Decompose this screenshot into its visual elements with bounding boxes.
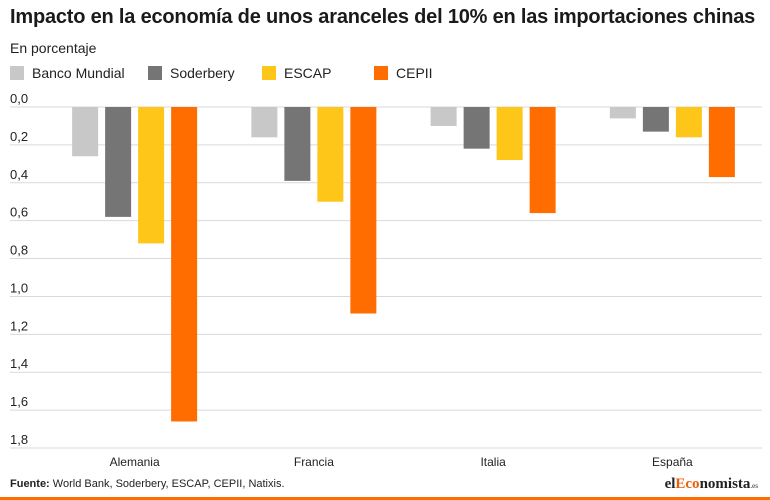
legend-item: ESCAP bbox=[262, 63, 331, 83]
chart-subtitle: En porcentaje bbox=[10, 40, 97, 56]
legend-swatch bbox=[10, 66, 24, 80]
bar bbox=[529, 107, 556, 214]
bar bbox=[171, 107, 198, 422]
bar bbox=[350, 107, 377, 314]
brand-bar bbox=[0, 497, 770, 500]
y-tick-label: 0,4 bbox=[10, 167, 28, 182]
bar bbox=[72, 107, 99, 157]
bar bbox=[463, 107, 490, 149]
legend-swatch bbox=[374, 66, 388, 80]
source-text: World Bank, Soderbery, ESCAP, CEPII, Nat… bbox=[52, 478, 285, 490]
y-tick-label: 1,0 bbox=[10, 280, 28, 295]
bar bbox=[284, 107, 311, 181]
y-tick-label: 1,6 bbox=[10, 394, 28, 409]
bar bbox=[138, 107, 165, 244]
legend-swatch bbox=[262, 66, 276, 80]
bar bbox=[675, 107, 702, 138]
chart-title: Impacto en la economía de unos aranceles… bbox=[10, 6, 756, 28]
bar bbox=[105, 107, 132, 217]
brand-logo: elEconomista.es bbox=[664, 476, 758, 492]
legend-item: CEPII bbox=[374, 63, 433, 83]
bar bbox=[430, 107, 457, 126]
x-tick-label: Francia bbox=[294, 455, 334, 469]
legend-item: Soderbery bbox=[148, 63, 235, 83]
bar bbox=[642, 107, 669, 132]
legend-label: Soderbery bbox=[170, 65, 235, 81]
x-tick-label: España bbox=[652, 455, 693, 469]
x-tick-label: Alemania bbox=[110, 455, 160, 469]
legend-label: Banco Mundial bbox=[32, 65, 125, 81]
legend-label: CEPII bbox=[396, 65, 433, 81]
source-label: Fuente: bbox=[10, 478, 50, 490]
y-tick-label: 1,4 bbox=[10, 356, 28, 371]
bar bbox=[251, 107, 278, 138]
y-tick-label: 1,8 bbox=[10, 432, 28, 447]
y-tick-label: 0,0 bbox=[10, 91, 28, 106]
bar bbox=[708, 107, 735, 178]
source-note: Fuente: World Bank, Soderbery, ESCAP, CE… bbox=[10, 478, 285, 490]
y-tick-label: 0,2 bbox=[10, 129, 28, 144]
bar bbox=[496, 107, 523, 161]
y-tick-label: 0,8 bbox=[10, 243, 28, 258]
legend-label: ESCAP bbox=[284, 65, 332, 81]
x-tick-label: Italia bbox=[480, 455, 506, 469]
y-tick-label: 0,6 bbox=[10, 205, 28, 220]
legend-swatch bbox=[148, 66, 162, 80]
legend-item: Banco Mundial bbox=[10, 63, 125, 83]
bar bbox=[609, 107, 636, 119]
bar bbox=[317, 107, 344, 202]
y-tick-label: 1,2 bbox=[10, 318, 28, 333]
